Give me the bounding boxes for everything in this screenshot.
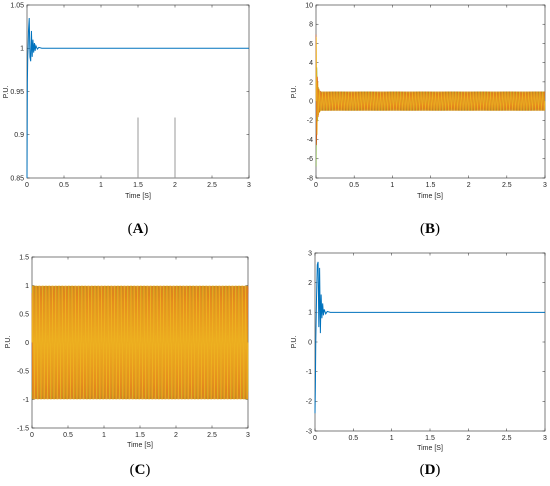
series-c [31, 285, 249, 400]
panel-letter-b: B [425, 221, 435, 237]
ylabel-a: P.U. [3, 86, 10, 99]
b-series-line [315, 36, 546, 136]
b-ytick-label: -6 [307, 156, 313, 163]
panel-letter-d: D [425, 462, 436, 478]
xlabel-d: Time [S] [417, 445, 443, 452]
xlabel-c: Time [S] [127, 442, 153, 449]
a-xtick-label: 0 [25, 182, 29, 189]
b-ytick-label: -4 [307, 137, 313, 144]
d-ytick-label: -1 [306, 369, 312, 376]
c-xtick-label: 2 [174, 432, 178, 439]
a-xtick-label: 2 [173, 182, 177, 189]
c-xtick-label: 0.5 [63, 432, 73, 439]
a-ytick-label: 0.95 [10, 89, 24, 96]
c-ytick-label: -1.5 [17, 425, 29, 432]
d-ytick-label: 2 [308, 280, 312, 287]
d-ytick-label: 0 [308, 339, 312, 346]
panel-a: 0 0.5 1 1.5 2 2.5 3 0.85 0.9 0.95 1 1.05 Time [S] P… [3, 2, 251, 237]
a-xtick-label: 1.5 [133, 182, 143, 189]
c-ytick-label: 0.5 [19, 311, 29, 318]
c-xtick-label: 3 [246, 432, 250, 439]
b-xtick-label: 1 [390, 182, 394, 189]
ylabel-c: P.U. [5, 336, 12, 349]
b-xtick-label: 1.5 [426, 182, 436, 189]
panel-b: 0 0.5 1 1.5 2 2.5 3 -8 -6 -4 -2 0 2 4 6 8 10 Time [S] P.… [291, 2, 547, 237]
axes-b [315, 4, 546, 179]
d-xtick-label: 0.5 [348, 435, 358, 442]
panel-d: 0 0.5 1 1.5 2 2.5 3 -3 -2 -1 0 1 2 3 Time [S] P.U. (D… [291, 250, 547, 478]
c-xtick-label: 0 [30, 432, 34, 439]
c-ytick-label: 1 [25, 283, 29, 290]
b-ytick-label: 0 [309, 99, 313, 106]
panel-letter-a: A [133, 221, 144, 237]
b-xtick-label: 3 [543, 182, 547, 189]
d-ytick-label: 3 [308, 250, 312, 257]
a-ytick-label: 0.9 [14, 132, 24, 139]
series-d [314, 261, 545, 414]
d-xtick-label: 2 [466, 435, 470, 442]
d-xtick-label: 1 [390, 435, 394, 442]
a-xtick-label: 1 [99, 182, 103, 189]
panel-c: 0 0.5 1 1.5 2 2.5 3 -1.5 -1 -0.5 0 0.5 1 1.5 Time [S]… [5, 254, 250, 478]
c-xtick-label: 1 [102, 432, 106, 439]
axes-d [314, 252, 546, 432]
a-xtick-label: 2.5 [207, 182, 217, 189]
panel-label-a: (A) [128, 221, 149, 237]
a-series-line [26, 17, 249, 179]
c-ytick-label: 0 [25, 340, 29, 347]
b-ytick-label: 10 [305, 2, 313, 9]
b-ytick-label: -2 [307, 118, 313, 125]
b-xtick-label: 2.5 [502, 182, 512, 189]
d-ytick-label: -3 [306, 428, 312, 435]
panel-label-c: (C) [130, 462, 151, 478]
ticks-b: 0 0.5 1 1.5 2 2.5 3 -8 -6 -4 -2 0 2 4 6 8 10 [305, 2, 547, 189]
b-xtick-label: 0.5 [349, 182, 359, 189]
b-xtick-label: 0 [314, 182, 318, 189]
xlabel-a: Time [S] [125, 193, 151, 200]
d-xtick-label: 1.5 [425, 435, 435, 442]
d-ytick-label: 1 [308, 310, 312, 317]
xlabel-b: Time [S] [417, 193, 443, 200]
d-xtick-label: 3 [543, 435, 547, 442]
b-ytick-label: -8 [307, 175, 313, 182]
ticks-a: 0 0.5 1 1.5 2 2.5 3 0.85 0.9 0.95 1 1.05 [10, 2, 251, 189]
a-ytick-label: 1.05 [10, 2, 24, 9]
a-xtick-label: 3 [247, 182, 251, 189]
ticks-d: 0 0.5 1 1.5 2 2.5 3 -3 -2 -1 0 1 2 3 [306, 250, 547, 442]
c-series-line [31, 285, 249, 400]
c-xtick-label: 2.5 [207, 432, 217, 439]
a-ytick-label: 0.85 [10, 175, 24, 182]
d-xtick-label: 0 [313, 435, 317, 442]
d-ytick-label: -2 [306, 399, 312, 406]
b-ytick-label: 2 [309, 79, 313, 86]
c-ytick-label: -1 [23, 397, 29, 404]
d-series-line [314, 261, 545, 414]
panel-letter-c: C [135, 462, 146, 478]
d-xtick-label: 2.5 [502, 435, 512, 442]
series-b [315, 34, 546, 167]
ylabel-d: P.U. [291, 336, 298, 349]
ticks-c: 0 0.5 1 1.5 2 2.5 3 -1.5 -1 -0.5 0 0.5 1 1.5 [17, 254, 250, 439]
a-xtick-label: 0.5 [59, 182, 69, 189]
panel-label-b: (B) [420, 221, 440, 237]
c-xtick-label: 1.5 [135, 432, 145, 439]
ylabel-b: P.U. [291, 86, 298, 99]
series-a [26, 17, 249, 179]
panel-label-d: (D) [420, 462, 441, 478]
c-ytick-label: -0.5 [17, 368, 29, 375]
a-ytick-label: 1 [20, 46, 24, 53]
b-xtick-label: 2 [467, 182, 471, 189]
b-ytick-label: 6 [309, 41, 313, 48]
c-ytick-label: 1.5 [19, 254, 29, 261]
b-ytick-label: 8 [309, 22, 313, 29]
b-ytick-label: 4 [309, 60, 313, 67]
